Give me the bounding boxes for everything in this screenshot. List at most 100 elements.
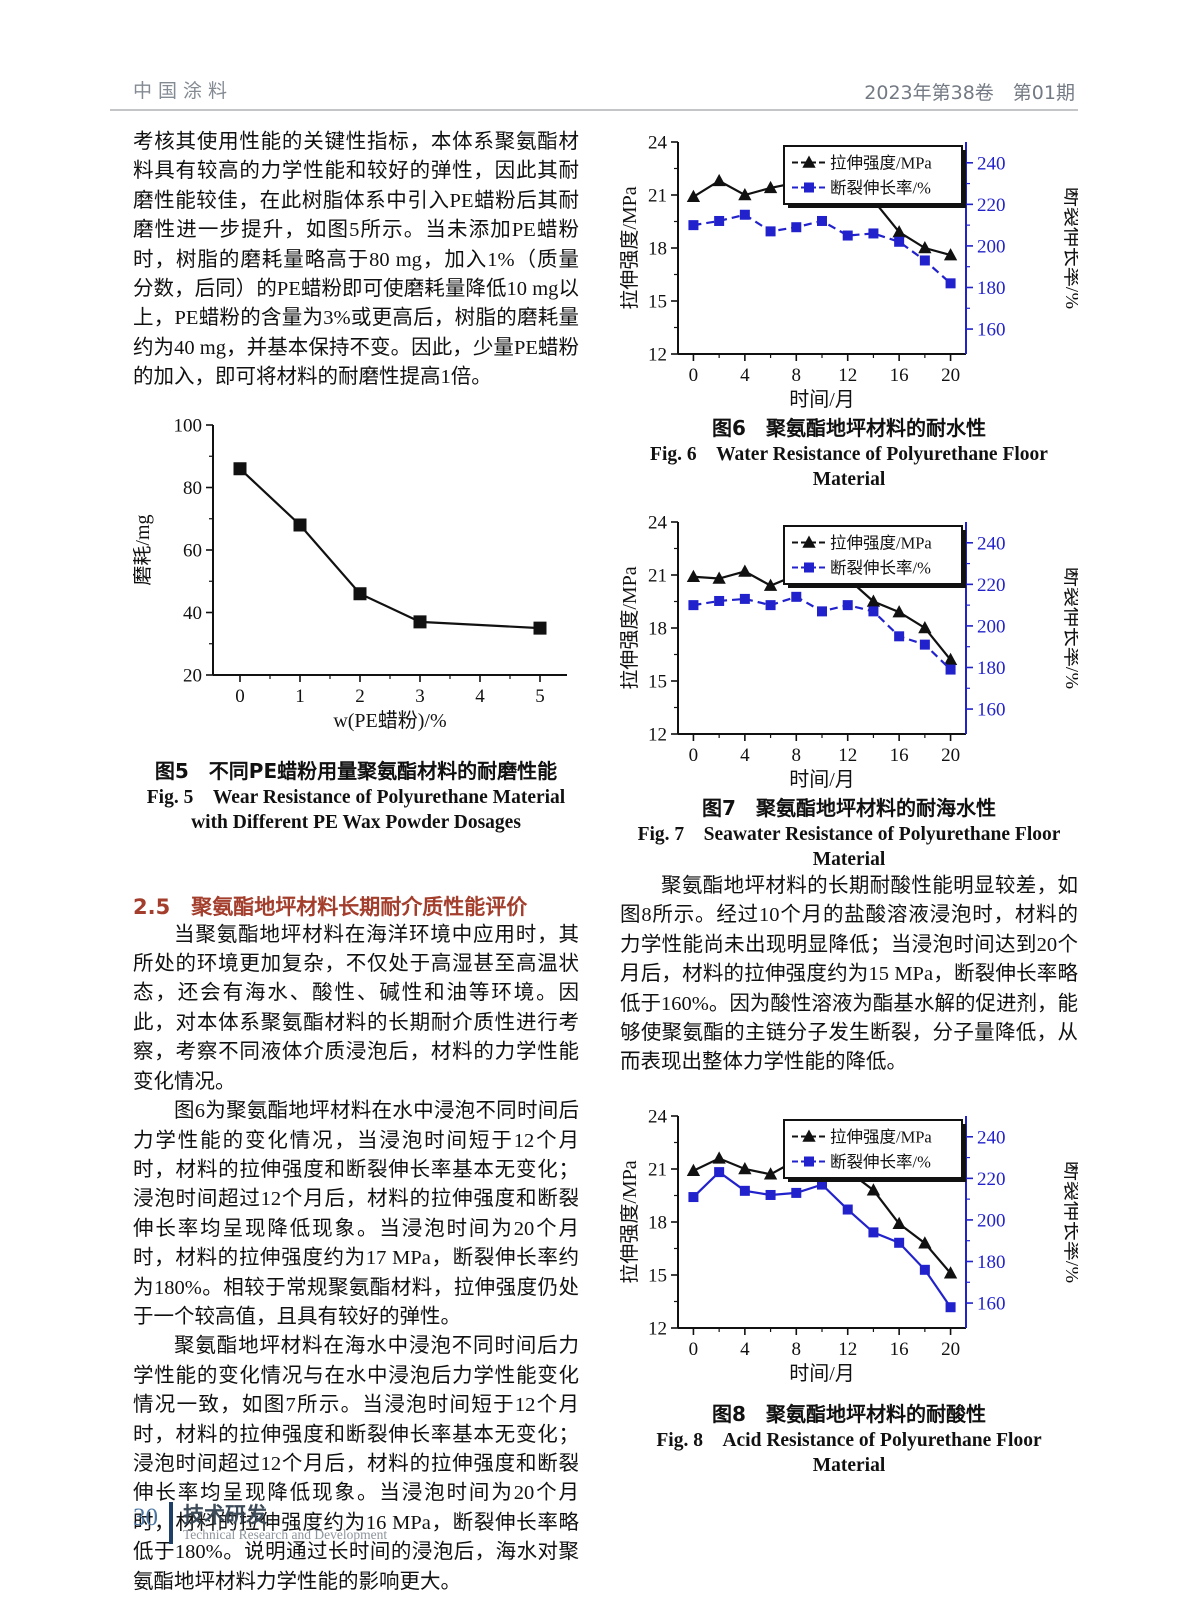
x-axis-label: 时间/月 (789, 1362, 855, 1382)
square-marker (739, 1185, 750, 1196)
svg-text:断裂伸长率/%: 断裂伸长率/% (830, 179, 931, 198)
square-marker (817, 606, 827, 617)
triangle-marker (918, 1236, 932, 1249)
triangle-marker (738, 1161, 752, 1175)
triangle-marker (763, 578, 778, 591)
wear-resistance-chart: 0 1 2 3 4 5 20 40 60 80 100 w(PE蜡粉)/% 磨耗/mg (131, 415, 567, 732)
svg-text:160: 160 (977, 700, 1006, 721)
svg-text:200: 200 (977, 236, 1006, 257)
svg-text:220: 220 (977, 575, 1006, 596)
footer-divider-bar (169, 1502, 173, 1544)
square-marker (842, 1204, 853, 1215)
section-2-5-heading: 2.5 聚氨酯地坪材料长期耐介质性能评价 (133, 894, 528, 919)
square-marker (894, 1237, 905, 1248)
svg-text:0: 0 (689, 1339, 699, 1360)
square-marker (765, 600, 776, 611)
svg-text:12: 12 (838, 745, 857, 766)
svg-text:8: 8 (792, 365, 802, 386)
triangle-marker (738, 564, 752, 577)
square-marker (233, 461, 247, 475)
left-column: 考核其使用性能的关键性指标，本体系聚氨酯材料具有较高的力学性能和较好的弹性，因此… (131, 128, 579, 1597)
water-resistance-chart: 0 4 8 12 16 20 12 15 18 21 24 160 180 200 220 240 时间/月 拉伸… (618, 133, 1084, 412)
square-marker (714, 595, 725, 606)
fig8-caption-cn: 图8 聚氨酯地坪材料的耐酸性 (712, 1401, 986, 1426)
figure-6: 0 4 8 12 16 20 12 15 18 21 24 160 180 200 220 240 时间/月 拉伸… (618, 128, 1084, 492)
svg-text:4: 4 (740, 745, 750, 766)
svg-text:16: 16 (890, 745, 909, 766)
square-marker (817, 215, 827, 226)
triangle-marker (866, 1183, 881, 1196)
svg-text:240: 240 (977, 153, 1006, 174)
svg-text:4: 4 (740, 365, 750, 386)
square-marker (842, 600, 853, 611)
svg-text:16: 16 (890, 365, 909, 386)
square-marker (842, 230, 853, 241)
triangle-marker (712, 1151, 726, 1164)
figure-7: 0 4 8 12 16 20 12 15 18 21 24 160 180 200 220 240 时间/月 拉伸… (618, 508, 1084, 872)
svg-text:80: 80 (183, 478, 202, 499)
fig6-caption-cn: 图6 聚氨酯地坪材料的耐水性 (712, 416, 986, 440)
square-marker (714, 215, 725, 226)
svg-text:240: 240 (977, 1127, 1006, 1148)
svg-text:4: 4 (740, 1339, 750, 1360)
svg-text:21: 21 (648, 566, 667, 587)
journal-title: 中国涂料 (133, 80, 234, 102)
svg-text:12: 12 (648, 725, 667, 746)
svg-text:拉伸强度/MPa: 拉伸强度/MPa (830, 534, 932, 553)
x-axis-label: 时间/月 (789, 768, 855, 788)
triangle-marker (763, 1167, 778, 1180)
square-marker (791, 1187, 802, 1198)
triangle-marker (943, 1266, 958, 1279)
square-marker (868, 1227, 879, 1238)
square-marker (533, 621, 547, 635)
svg-text:160: 160 (977, 320, 1006, 341)
triangle-marker (802, 155, 816, 168)
figure-5: 0 1 2 3 4 5 20 40 60 80 100 w(PE蜡粉)/% 磨耗/mg 图5 不同PE蜡… (131, 411, 579, 835)
svg-text:12: 12 (648, 1318, 667, 1339)
fig7-caption-cn: 图7 聚氨酯地坪材料的耐海水性 (702, 796, 996, 820)
square-marker (919, 255, 930, 266)
svg-text:180: 180 (977, 658, 1006, 679)
svg-text:12: 12 (838, 1339, 857, 1360)
series-line (692, 1170, 952, 1308)
square-marker (688, 1191, 699, 1202)
acid-resistance-chart: 0 4 8 12 16 20 12 15 18 21 24 160 180 200 220 240 时间/月 拉伸… (618, 1106, 1084, 1385)
svg-text:8: 8 (792, 745, 802, 766)
svg-text:220: 220 (977, 195, 1006, 216)
x-axis-label: w(PE蜡粉)/% (333, 709, 446, 732)
svg-text:20: 20 (183, 665, 202, 686)
triangle-marker (943, 652, 958, 666)
fig7-caption-en: Fig. 7 Seawater Resistance of Polyuretha… (637, 824, 1061, 870)
square-marker (804, 182, 814, 193)
svg-text:3: 3 (415, 686, 425, 707)
svg-text:4: 4 (475, 686, 485, 707)
seawater-resistance-chart: 0 4 8 12 16 20 12 15 18 21 24 160 180 200 220 240 时间/月 拉伸… (618, 513, 1084, 792)
square-marker (919, 639, 930, 650)
svg-text:0: 0 (235, 686, 245, 707)
paragraph-media-intro: 当聚氨酯地坪材料在海洋环境中应用时，其所处的环境更加复杂，不仅处于高湿甚至高温状… (133, 923, 579, 1093)
triangle-marker (712, 173, 726, 187)
svg-text:18: 18 (648, 1212, 667, 1233)
svg-text:21: 21 (648, 186, 667, 207)
svg-text:0: 0 (689, 745, 699, 766)
series-line (239, 467, 541, 629)
square-marker (945, 278, 956, 289)
square-marker (894, 631, 905, 642)
y-axis-right-label: 断裂伸长率/% (1061, 1161, 1078, 1283)
svg-text:100: 100 (174, 415, 203, 436)
svg-text:15: 15 (648, 672, 667, 693)
y-axis-left-label: 磨耗/mg (133, 514, 154, 585)
triangle-marker (943, 248, 958, 261)
svg-text:20: 20 (941, 365, 960, 386)
svg-text:180: 180 (977, 278, 1006, 299)
square-marker (739, 209, 750, 220)
y-axis-left-label: 拉伸强度/MPa (620, 186, 641, 309)
y-axis-right-label: 断裂伸长率/% (1061, 567, 1078, 689)
page-number: 30 (133, 1504, 158, 1531)
square-marker (293, 518, 307, 532)
svg-text:21: 21 (648, 1159, 667, 1180)
svg-text:拉伸强度/MPa: 拉伸强度/MPa (830, 1127, 932, 1146)
svg-text:15: 15 (648, 1265, 667, 1286)
square-marker (413, 615, 427, 629)
